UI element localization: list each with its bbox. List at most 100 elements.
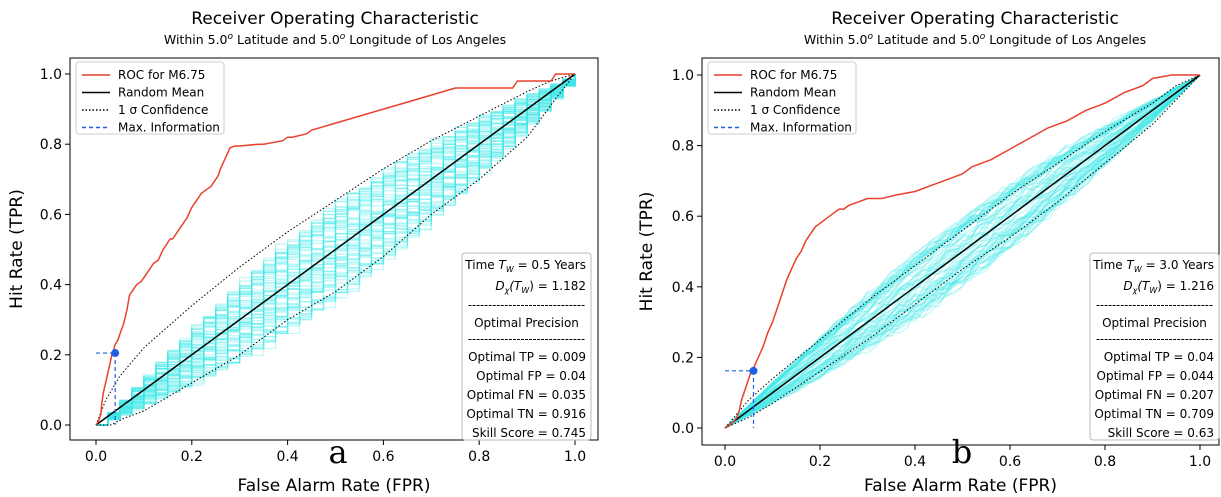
random-roc-curve [724,74,1201,429]
random-roc-curve [96,74,576,426]
y-tick-label: 0.8 [40,137,62,153]
random-roc-curve [724,74,1201,429]
roc-curve [95,73,575,426]
random-roc-curve [96,74,576,426]
random-roc-curve [96,74,576,426]
random-roc-curve [96,74,576,426]
random-roc-curve [96,74,576,426]
legend-label: 1 σ Confidence [750,103,840,117]
info-row: Optimal FP = 0.044 [1097,369,1214,383]
legend-label: ROC for M6.75 [750,68,837,82]
legend-label: Random Mean [750,86,836,100]
optimal-precision-label: Optimal Precision [1102,316,1207,330]
random-roc-curve [96,74,576,426]
y-tick-label: 0.4 [672,280,694,296]
random-roc-curve [96,74,576,426]
random-roc-curve [96,74,576,426]
random-roc-curve [724,74,1201,429]
random-roc-curve [724,74,1201,429]
panel-letter: a [328,433,347,471]
x-tick-label: 0.0 [714,454,736,470]
random-roc-curve [96,74,576,426]
random-roc-curve [724,74,1201,429]
confidence-lower-line [724,74,1201,429]
random-roc-curve [724,74,1201,429]
random-roc-curve [96,74,576,426]
random-roc-curve [96,74,576,426]
random-roc-curve [96,74,576,426]
random-roc-curve [96,74,576,426]
info-row: Skill Score = 0.63 [1108,426,1214,440]
y-tick-label: 0.6 [40,207,62,223]
random-roc-curve [724,74,1201,429]
random-roc-curve [96,74,576,426]
random-roc-curve [724,74,1201,429]
y-tick-label: 1.0 [40,67,62,83]
random-roc-curve [724,74,1201,429]
window-time: Time TW = 0.5 Years [464,258,586,274]
random-roc-curve [724,74,1201,429]
random-roc-curve [96,74,576,426]
random-roc-curve [724,74,1201,429]
x-tick-label: 0.2 [809,454,831,470]
x-tick-label: 1.0 [564,449,586,465]
random-roc-curve [96,74,576,426]
random-roc-curve [724,74,1201,429]
random-roc-curve [724,74,1201,429]
random-roc-curve [96,74,576,426]
random-roc-band [96,74,576,426]
y-tick-label: 0.0 [40,418,62,434]
random-roc-curve [96,74,576,426]
random-roc-curve [96,74,576,426]
y-tick-label: 0.0 [672,421,694,437]
random-roc-curve [96,74,576,426]
x-tick-label: 0.4 [904,454,926,470]
random-roc-curve [724,74,1201,429]
random-roc-curve [96,74,576,426]
y-tick-label: 0.8 [672,139,694,155]
random-roc-curve [724,74,1201,429]
random-roc-curve [724,74,1201,429]
y-axis-label: Hit Rate (TPR) [7,189,27,309]
legend-label: 1 σ Confidence [118,103,208,117]
random-roc-curve [724,74,1201,429]
x-tick-label: 0.2 [181,449,203,465]
x-tick-label: 0.8 [1094,454,1116,470]
info-box: Time TW = 0.5 Years Dχ(TW) = 1.182 -------… [461,252,592,441]
random-roc-curve [96,74,576,426]
random-roc-curve [724,74,1201,429]
random-roc-curve [96,74,576,426]
random-roc-curve [724,74,1201,429]
roc-chart-b: Receiver Operating Characteristic Within … [637,9,1220,496]
info-separator: ----------------------------- [1096,298,1213,312]
info-row: Optimal TP = 0.009 [468,350,586,364]
info-separator: ----------------------------- [1096,332,1213,346]
plot-frame [701,57,1220,446]
random-roc-curve [724,74,1201,429]
random-roc-curve [96,74,576,426]
random-roc-curve [724,74,1201,429]
random-roc-curve [724,74,1201,429]
random-roc-curve [96,74,576,426]
random-roc-curve [724,74,1201,429]
random-roc-curve [96,74,576,426]
y-tick-label: 0.4 [40,278,62,294]
random-roc-curve [96,74,576,426]
dx-value: Dχ(TW) = 1.182 [495,279,586,295]
random-roc-curve [96,74,576,426]
info-separator: ----------------------------- [468,332,585,346]
random-roc-curve [96,74,576,426]
random-roc-curve [724,74,1201,429]
chart-title: Receiver Operating Characteristic [191,9,479,29]
random-roc-curve [96,74,576,426]
random-roc-curve [96,74,576,426]
random-roc-curve [724,74,1201,429]
random-roc-curve [724,74,1201,429]
x-axis-label: False Alarm Rate (FPR) [864,476,1057,496]
random-roc-curve [724,74,1201,429]
random-roc-curve [724,74,1201,429]
random-roc-curve [724,74,1201,429]
random-roc-curve [724,74,1201,429]
random-roc-curve [724,74,1201,429]
random-mean-line [95,73,576,426]
